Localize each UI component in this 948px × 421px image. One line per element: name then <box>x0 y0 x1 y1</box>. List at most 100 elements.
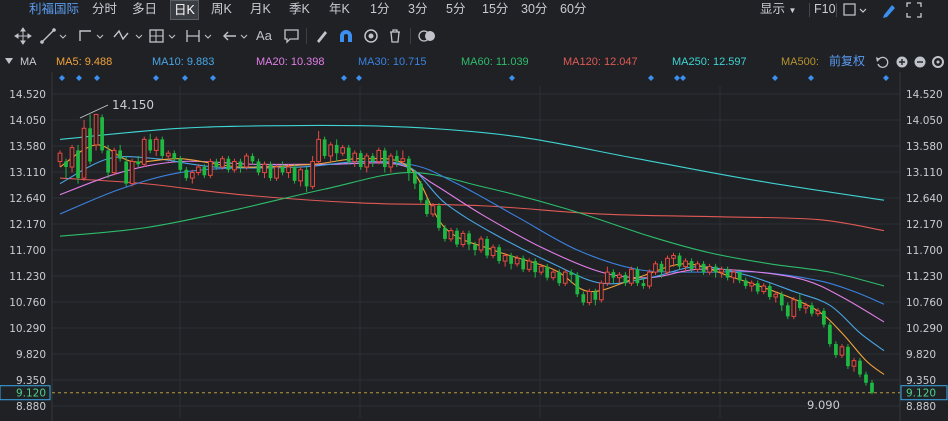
candle-body <box>653 263 658 273</box>
tab-daily-k[interactable]: 日K <box>170 0 199 20</box>
fibonacci-tool-icon[interactable] <box>148 27 180 45</box>
collapse-triangle-icon[interactable] <box>4 56 14 66</box>
candle-body <box>153 138 159 151</box>
tab-quarterly-k[interactable]: 季K <box>289 2 310 16</box>
candle-body <box>214 161 219 168</box>
tab-1min[interactable]: 1分 <box>370 2 390 16</box>
event-marker-icon <box>76 75 82 81</box>
current-price-tag-left <box>0 385 51 401</box>
undo-icon[interactable] <box>876 56 889 68</box>
tab-3min[interactable]: 3分 <box>408 2 428 16</box>
tab-15min[interactable]: 15分 <box>482 2 509 16</box>
arrow-tool-icon[interactable] <box>221 27 251 45</box>
ma5-value: MA5: 9.488 <box>56 56 113 68</box>
adjust-mode[interactable]: 前复权 <box>829 54 866 68</box>
candle-body <box>129 160 135 185</box>
tab-monthly-k[interactable]: 月K <box>250 2 271 16</box>
candle-body <box>803 304 809 309</box>
tab-30min[interactable]: 30分 <box>521 2 548 16</box>
candle-body <box>419 183 423 201</box>
kline-chart[interactable]: 14.520 14.050 13.580 13.110 12.640 12.170 11.7… <box>0 72 948 421</box>
ma500-value: MA500: <box>781 56 819 68</box>
price-tick-label: 11.700 <box>906 245 943 257</box>
candle-body <box>370 155 375 162</box>
candle-body <box>611 272 616 278</box>
candle-body <box>328 144 334 157</box>
candle-body <box>713 266 718 273</box>
eraser-brush-icon[interactable] <box>313 27 331 45</box>
magnet-icon[interactable] <box>337 27 355 45</box>
stock-name[interactable]: 利福国际 <box>29 2 80 16</box>
tab-weekly-k[interactable]: 周K <box>211 2 232 16</box>
candle-body <box>280 167 285 173</box>
comment-icon[interactable] <box>283 27 301 45</box>
trash-icon[interactable] <box>386 27 404 45</box>
candle-body <box>76 150 80 179</box>
tab-60min[interactable]: 60分 <box>560 2 587 16</box>
layout-toggle-icon[interactable] <box>843 0 869 20</box>
current-price-left: 9.120 <box>16 388 46 400</box>
candle-body <box>250 155 255 162</box>
current-price-right: 9.120 <box>906 388 936 400</box>
indicator-controls <box>876 56 944 68</box>
drawing-toolbar: Aa <box>0 24 948 48</box>
add-icon[interactable] <box>896 56 908 68</box>
candle-body <box>118 150 123 159</box>
candle-body <box>562 271 568 284</box>
candle-body <box>815 310 821 315</box>
annotations: 14.150 9.090 <box>79 98 840 412</box>
price-tick-label: 9.820 <box>906 349 936 361</box>
line-tool-icon[interactable] <box>40 27 70 45</box>
measure-tool-icon[interactable] <box>185 27 215 45</box>
candle-body <box>870 382 874 393</box>
candle-body <box>100 117 104 151</box>
candle-body <box>165 152 171 157</box>
current-price-tag-right <box>900 385 948 401</box>
candle-body <box>743 280 748 286</box>
candle-body <box>864 374 868 383</box>
text-tool[interactable]: Aa <box>256 28 272 43</box>
candle-body <box>581 294 586 303</box>
event-marker-icon <box>680 75 686 81</box>
tab-intraday[interactable]: 分时 <box>92 2 118 16</box>
display-menu[interactable]: 显示 ▼ <box>760 0 796 20</box>
candle-body <box>189 172 195 179</box>
candle-body <box>641 283 646 286</box>
candle-body <box>430 205 436 215</box>
tab-yearly-k[interactable]: 年K <box>329 2 350 16</box>
ma120-value: MA120: 12.047 <box>563 56 638 68</box>
event-marker-icon <box>509 75 515 81</box>
eye-icon[interactable] <box>362 27 380 45</box>
event-marker-icon <box>210 75 216 81</box>
candle-body <box>575 274 580 295</box>
candle-body <box>773 293 779 298</box>
wave-tool-icon[interactable] <box>112 27 146 45</box>
event-marker-icon <box>341 75 347 81</box>
price-tick-label: 14.520 <box>906 89 943 101</box>
tab-multiday[interactable]: 多日 <box>132 2 158 16</box>
candle-body <box>208 160 213 176</box>
candle-body <box>846 346 850 367</box>
candle-body <box>394 155 399 162</box>
settings-gear-icon[interactable] <box>932 56 944 68</box>
toggle-visibility-icon[interactable] <box>417 27 439 45</box>
crosshair-icon[interactable] <box>13 27 33 45</box>
candle-body <box>550 271 556 279</box>
tab-5min[interactable]: 5分 <box>446 2 466 16</box>
channel-tool-icon[interactable] <box>77 27 107 45</box>
candle-body <box>406 158 411 173</box>
remove-icon[interactable] <box>914 56 926 68</box>
candle-body <box>93 113 99 146</box>
ma-legend: MA MA5: 9.488 MA10: 9.883 MA20: 10.398 M… <box>0 52 948 72</box>
candle-body <box>707 266 712 273</box>
f10-button[interactable]: F10 <box>814 2 836 16</box>
expand-icon[interactable] <box>904 0 924 20</box>
candle-body <box>677 255 682 267</box>
candle-body <box>834 344 838 356</box>
candle-body <box>443 227 447 239</box>
pen-icon[interactable] <box>880 0 898 20</box>
candle-body <box>526 260 532 270</box>
candle-body <box>455 230 459 245</box>
price-tick-label: 11.700 <box>9 245 46 257</box>
ma-label[interactable]: MA <box>20 56 37 68</box>
